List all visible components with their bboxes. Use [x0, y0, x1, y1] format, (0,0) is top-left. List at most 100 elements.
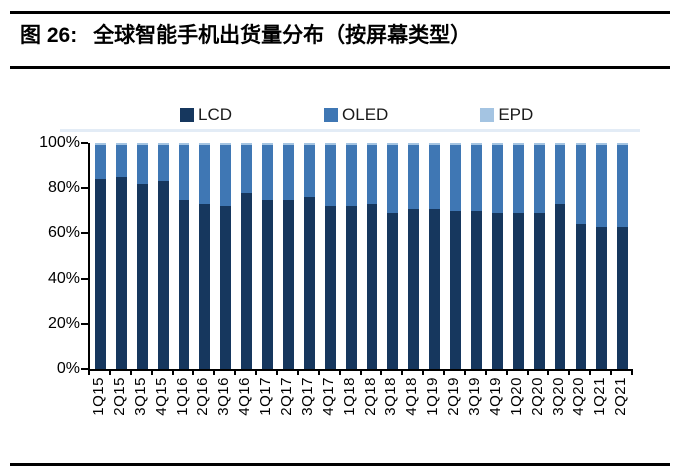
bar-column-1q16: [174, 143, 195, 369]
x-label-cell: 1Q20: [506, 377, 527, 431]
bar-segment-4q20-epd: [575, 143, 587, 146]
x-tick-label-1q17: 1Q17: [257, 377, 275, 416]
bar-segment-3q16-epd: [220, 143, 232, 146]
legend-swatch-oled: [324, 108, 339, 122]
x-label-cell: 4Q18: [401, 377, 422, 431]
bar-segment-3q18-lcd: [387, 213, 399, 369]
stacked-bar-3q16: [220, 143, 232, 369]
x-label-cell: 1Q17: [255, 377, 276, 431]
bar-segment-3q17-epd: [303, 143, 315, 146]
x-tick-label-4q15: 4Q15: [152, 377, 170, 416]
x-tick-mark: [401, 370, 404, 375]
x-tick-label-3q18: 3Q18: [382, 377, 400, 416]
x-label-cell: 3Q17: [297, 377, 318, 431]
x-tick-mark: [443, 370, 446, 375]
x-tick-mark: [589, 370, 592, 375]
legend-item-epd: EPD: [480, 105, 533, 125]
x-tick-mark: [171, 370, 174, 375]
bar-segment-1q21-epd: [596, 143, 608, 146]
stacked-bar-4q16: [241, 143, 253, 369]
x-tick-label-3q19: 3Q19: [465, 377, 483, 416]
y-tick-label-40: 40%: [47, 269, 80, 287]
bar-column-1q15: [90, 143, 111, 369]
x-label-cell: 2Q17: [276, 377, 297, 431]
x-label-cell: 3Q18: [380, 377, 401, 431]
bar-column-1q21: [591, 143, 612, 369]
bar-segment-1q17-epd: [262, 143, 273, 146]
y-tick-mark: [81, 142, 88, 144]
y-tick-label-0: 0%: [56, 360, 80, 377]
stacked-bar-1q15: [95, 143, 106, 369]
bar-segment-2q20-lcd: [533, 213, 545, 369]
bar-column-3q19: [466, 143, 487, 369]
bar-segment-1q15-epd: [95, 143, 106, 146]
x-label-cell: 1Q21: [589, 377, 610, 431]
stacked-bar-4q15: [157, 143, 169, 369]
x-tick-label-1q21: 1Q21: [591, 377, 609, 416]
stacked-bar-2q20: [533, 143, 545, 369]
y-tick-label-60: 60%: [47, 224, 80, 242]
x-label-cell: 4Q15: [151, 377, 172, 431]
bar-segment-4q18-oled: [408, 145, 420, 209]
x-tick-mark: [610, 370, 613, 375]
x-tick-label-3q20: 3Q20: [549, 377, 567, 416]
figure-title-row: 图 26: 全球智能手机出货量分布（按屏幕类型）: [20, 24, 471, 47]
x-tick-mark: [275, 370, 278, 375]
stacked-bar-1q16: [178, 143, 190, 369]
bar-segment-1q16-oled: [178, 145, 190, 200]
bar-segment-3q15-lcd: [136, 183, 148, 369]
bar-segment-1q21-oled: [596, 145, 608, 227]
bar-segment-2q16-epd: [199, 143, 211, 146]
y-tick-mark: [81, 368, 88, 370]
figure-label: 图 26:: [20, 24, 78, 47]
x-label-cell: 2Q15: [109, 377, 130, 431]
bar-segment-2q19-oled: [450, 145, 462, 211]
x-label-cell: 1Q18: [339, 377, 360, 431]
bar-segment-4q15-oled: [157, 145, 169, 182]
x-tick-mark: [296, 370, 299, 375]
x-tick-label-2q18: 2Q18: [361, 377, 379, 416]
bar-segment-4q19-epd: [491, 143, 503, 146]
bar-column-2q17: [278, 143, 299, 369]
x-tick-mark: [380, 370, 383, 375]
bar-segment-4q18-lcd: [408, 208, 420, 369]
y-tick-mark: [81, 232, 88, 235]
x-tick-mark: [234, 370, 237, 375]
x-tick-label-2q17: 2Q17: [277, 377, 295, 416]
x-label-cell: 3Q16: [213, 377, 234, 431]
stacked-bar-4q19: [491, 143, 503, 369]
x-label-cell: 3Q20: [548, 377, 569, 431]
x-tick-mark: [150, 370, 153, 375]
stacked-bar-2q21: [617, 143, 629, 369]
stacked-bar-1q21: [596, 143, 608, 369]
bar-segment-2q20-oled: [533, 145, 545, 214]
stacked-bar-3q18: [387, 143, 399, 369]
x-tick-label-4q19: 4Q19: [486, 377, 504, 416]
legend-underline: [60, 129, 640, 132]
x-label-cell: 1Q16: [172, 377, 193, 431]
bar-segment-2q19-lcd: [450, 210, 462, 369]
x-tick-mark: [463, 370, 466, 375]
bar-segment-2q19-epd: [450, 143, 462, 146]
x-label-cell: 2Q18: [360, 377, 381, 431]
bar-segment-4q20-oled: [575, 145, 587, 225]
bar-column-1q19: [424, 143, 445, 369]
bar-segment-4q17-epd: [324, 143, 336, 146]
y-tick-mark: [81, 187, 88, 190]
bar-column-2q21: [612, 143, 633, 369]
bar-segment-1q17-lcd: [262, 199, 273, 369]
figure-title: 全球智能手机出货量分布（按屏幕类型）: [93, 24, 472, 47]
x-tick-mark: [631, 370, 633, 375]
bar-segment-1q15-lcd: [95, 179, 106, 369]
x-tick-label-2q19: 2Q19: [445, 377, 463, 416]
bar-segment-2q17-lcd: [283, 199, 294, 369]
x-label-cell: 3Q19: [464, 377, 485, 431]
stacked-bar-1q19: [429, 143, 441, 369]
bar-segment-4q20-lcd: [575, 224, 587, 369]
x-tick-label-3q16: 3Q16: [215, 377, 233, 416]
x-label-cell: 2Q20: [527, 377, 548, 431]
y-tick-mark: [81, 322, 88, 325]
bar-column-4q18: [403, 143, 424, 369]
bar-segment-2q16-lcd: [199, 204, 211, 369]
